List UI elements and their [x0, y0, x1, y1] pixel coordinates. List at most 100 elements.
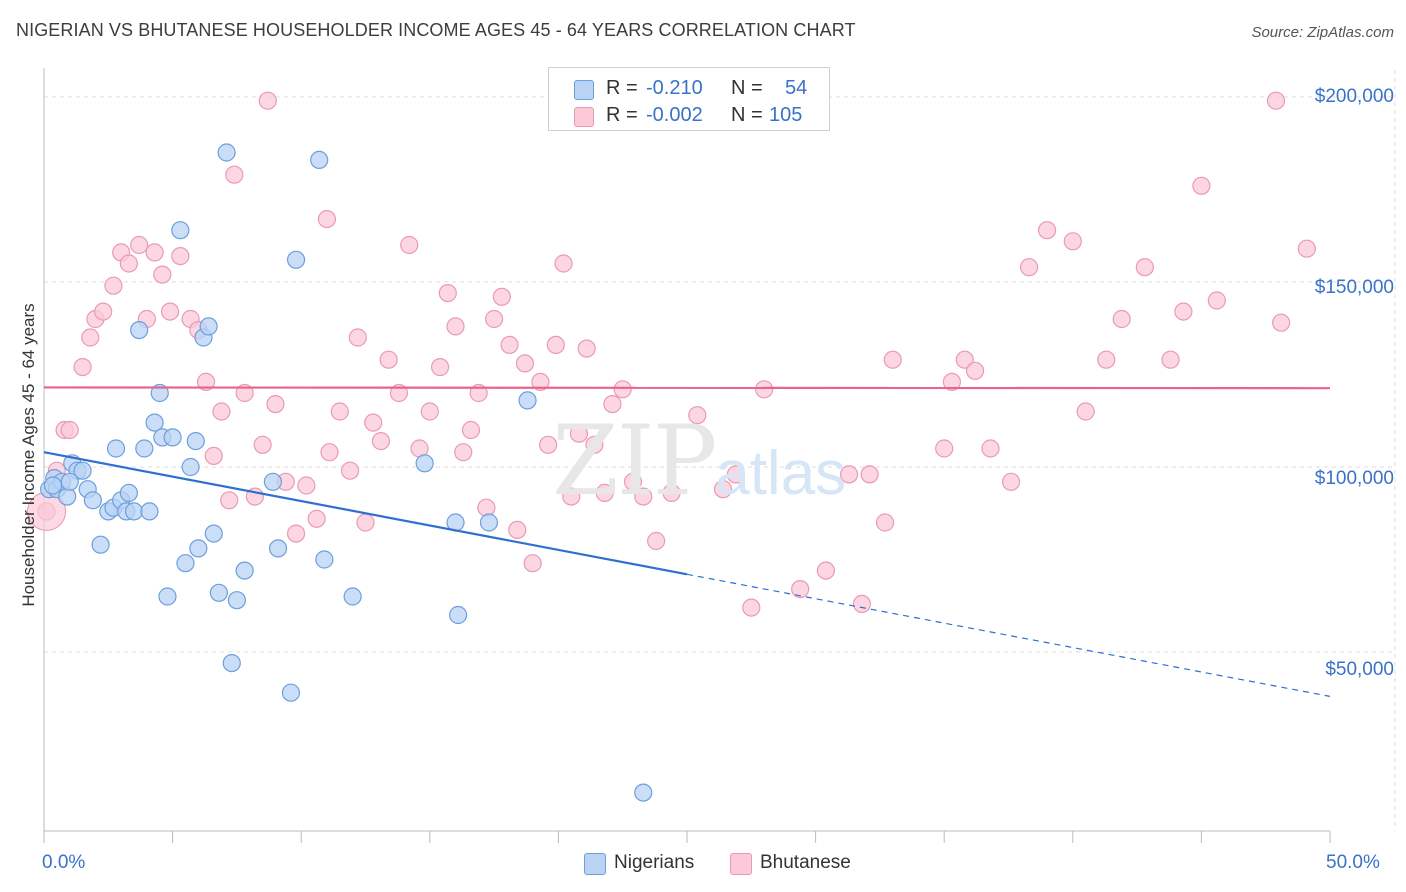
nigerian-point	[235, 561, 254, 580]
bhutanese-point	[515, 354, 535, 373]
nigerian-point	[281, 683, 301, 702]
bhutanese-point	[400, 235, 419, 255]
bhutanese-swatch	[574, 107, 594, 127]
bhutanese-points	[27, 91, 1316, 617]
nigerian-point	[222, 653, 241, 673]
bhutanese-point	[364, 413, 383, 432]
bhutanese-point	[981, 439, 1000, 458]
bhutanese-point	[595, 483, 614, 502]
bhutanese-point	[104, 276, 123, 295]
bhutanese-point	[225, 165, 244, 184]
bhutanese-point	[1019, 258, 1039, 277]
y-tick-label: $50,000	[1325, 659, 1394, 680]
bhutanese-point	[603, 395, 622, 414]
nigerian-point	[415, 454, 434, 473]
bhutanese-point	[500, 335, 519, 354]
watermark: ZIPatlas	[552, 405, 846, 517]
bhutanese-point	[1063, 232, 1082, 251]
bhutanese-point	[1272, 313, 1291, 332]
nigerian-point	[124, 502, 144, 521]
nigerians-swatch	[584, 853, 606, 875]
bhutanese-point	[585, 435, 604, 454]
bhutanese-point	[266, 395, 285, 414]
y-tick-label: $100,000	[1314, 468, 1394, 489]
nigerian-point	[58, 487, 77, 506]
bhutanese-point	[1001, 472, 1021, 491]
nigerians-points	[40, 143, 653, 802]
watermark-zip: ZIP	[552, 405, 717, 517]
bhutanese-point	[1192, 176, 1211, 195]
bhutanese-point	[204, 446, 223, 465]
correlation-legend: R = -0.210 N = 54 R = -0.002 N = 105	[548, 67, 830, 131]
bhutanese-point	[1135, 258, 1154, 277]
bhutanese-point	[1112, 309, 1131, 329]
x-tick-label-max: 50.0%	[1326, 852, 1380, 873]
nigerian-point	[189, 539, 208, 558]
bhutanese-point	[546, 335, 565, 354]
bhutanese-point	[577, 339, 596, 358]
bhutanese-point	[348, 328, 367, 347]
bhutanese-point	[839, 465, 859, 484]
nigerians-trend-line	[43, 451, 688, 576]
bhutanese-point	[286, 524, 306, 543]
bhutanese-point	[791, 579, 810, 599]
bhutanese-point	[461, 420, 481, 440]
bhutanese-point	[73, 358, 92, 377]
nigerian-point	[43, 476, 63, 495]
nigerian-point	[268, 539, 288, 558]
nigerian-point	[448, 605, 468, 625]
bhutanese-point	[297, 476, 316, 495]
bhutanese-point	[454, 443, 473, 462]
nigerian-point	[73, 461, 92, 480]
nigerian-point	[140, 502, 159, 521]
bhutanese-point	[130, 235, 149, 255]
bhutanese-point	[1097, 350, 1116, 369]
bhutanese-point	[554, 254, 573, 273]
bhutanese-point	[438, 284, 457, 303]
nigerian-point	[106, 439, 126, 458]
y-tick-label: $200,000	[1314, 86, 1394, 107]
bhutanese-point	[212, 402, 231, 421]
nigerian-point	[150, 383, 169, 403]
r-value: -0.002	[646, 104, 703, 126]
bhutanese-point	[508, 520, 527, 540]
legend-row-bhutanese: R = -0.002 N = 105	[549, 101, 829, 129]
bhutanese-point	[955, 350, 974, 369]
bhutanese-point	[531, 372, 550, 391]
bhutanese-point	[160, 302, 180, 321]
bhutanese-trend-line	[43, 386, 1331, 390]
bhutanese-point	[492, 287, 511, 306]
bhutanese-point	[942, 372, 962, 391]
nigerian-point	[315, 550, 334, 569]
legend-label: Nigerians	[614, 852, 695, 873]
bhutanese-point	[935, 439, 954, 458]
bhutanese-point	[258, 91, 277, 110]
bhutanese-point	[220, 491, 239, 510]
bhutanese-point	[153, 265, 172, 284]
bhutanese-point	[477, 498, 496, 517]
bhutanese-point	[379, 350, 398, 369]
nigerian-point	[227, 591, 246, 610]
bhutanese-point	[1174, 302, 1193, 321]
bhutanese-point	[371, 432, 391, 451]
nigerian-point	[204, 524, 223, 543]
bhutanese-point	[742, 598, 761, 617]
bhutanese-point	[1037, 221, 1057, 240]
nigerian-point	[217, 143, 236, 162]
nigerian-point	[145, 413, 164, 432]
nigerians-swatch	[574, 80, 594, 100]
y-axis-label: Householder Income Ages 45 - 64 years	[19, 303, 38, 607]
bhutanese-point	[317, 210, 337, 229]
bhutanese-point	[852, 594, 871, 614]
bhutanese-point	[623, 472, 643, 491]
bhutanese-point	[726, 465, 745, 484]
nigerian-point	[479, 513, 499, 532]
legend-row-nigerians: R = -0.210 N = 54	[549, 74, 829, 102]
n-value: 54	[785, 77, 808, 99]
nigerian-point	[163, 428, 182, 447]
nigerian-point	[158, 587, 177, 606]
axes	[43, 68, 1331, 843]
bhutanese-point	[688, 406, 707, 425]
bhutanese-point	[307, 509, 326, 528]
